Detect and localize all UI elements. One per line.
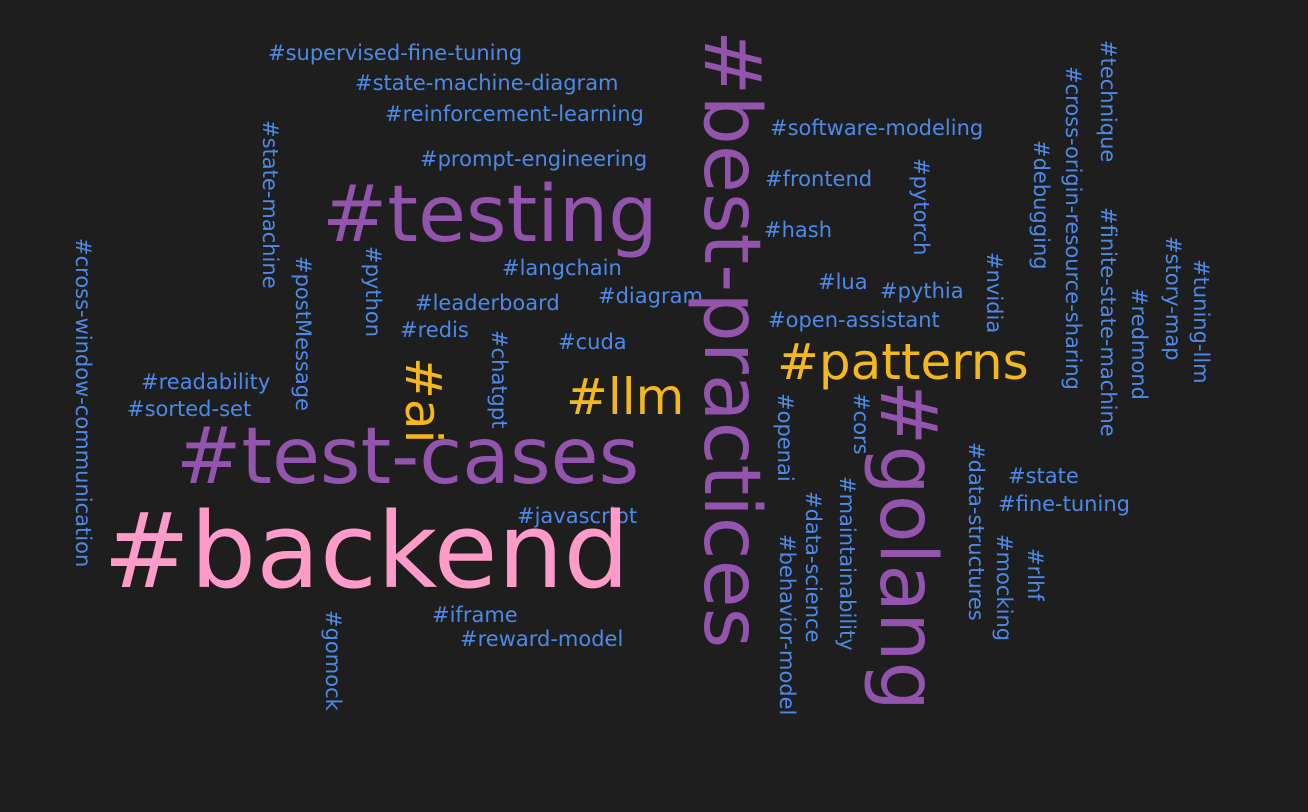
hashtag: #state-machine-diagram	[355, 71, 619, 95]
hashtag: #cross-window-communication	[71, 238, 95, 568]
hashtag: #tuning-llm	[1189, 259, 1213, 384]
hashtag: #cross-origin-resource-sharing	[1061, 66, 1085, 391]
hashtag: #openai	[773, 393, 797, 482]
hashtag: #diagram	[598, 284, 703, 308]
hashtag: #frontend	[765, 167, 873, 191]
hashtag: #rlhf	[1023, 548, 1047, 601]
hashtag: #iframe	[432, 603, 518, 627]
hashtag: #lua	[818, 270, 868, 294]
hashtag: #redis	[400, 318, 469, 342]
hashtag: #data-science	[801, 491, 825, 643]
hashtag: #reward-model	[460, 627, 624, 651]
hashtag: #leaderboard	[415, 291, 560, 315]
hashtag: #pytorch	[909, 158, 933, 256]
hashtag: #postMessage	[291, 256, 315, 411]
hashtag: #nvidia	[982, 252, 1006, 334]
hashtag: #fine-tuning	[998, 492, 1130, 516]
hashtag: #data-structures	[964, 442, 988, 621]
hashtag: #story-map	[1161, 236, 1185, 361]
hashtag: #testing	[322, 170, 658, 260]
hashtag: #langchain	[502, 256, 622, 280]
hashtag: #technique	[1096, 40, 1120, 163]
hashtag: #open-assistant	[768, 308, 940, 332]
hashtag: #javascript	[517, 504, 638, 528]
hashtag: #cuda	[558, 330, 627, 354]
hashtag: #readability	[141, 370, 271, 394]
hashtag: #hash	[764, 218, 833, 242]
hashtag: #behavior-model	[775, 534, 799, 716]
hashtag: #prompt-engineering	[420, 147, 648, 171]
hashtag: #gomock	[321, 610, 345, 711]
hashtag: #state	[1008, 464, 1079, 488]
hashtag: #finite-state-machine	[1096, 207, 1120, 437]
hashtag: #maintainability	[835, 476, 859, 651]
hashtag: #mocking	[992, 534, 1016, 642]
hashtag: #golang	[862, 380, 952, 712]
hashtag: #llm	[566, 368, 685, 426]
hashtag: #supervised-fine-tuning	[268, 41, 523, 65]
hashtag: #patterns	[777, 333, 1029, 391]
hashtag: #reinforcement-learning	[385, 102, 644, 126]
hashtag: #debugging	[1029, 140, 1053, 270]
hashtag: #test-cases	[176, 412, 640, 502]
hashtag: #software-modeling	[770, 116, 984, 140]
hashtag: #state-machine	[258, 120, 282, 289]
hashtag: #sorted-set	[127, 397, 252, 421]
hashtag: #redmond	[1127, 288, 1151, 400]
hashtag: #best-practices	[686, 30, 776, 649]
hashtag: #pythia	[880, 279, 964, 303]
hashtag: #backend	[103, 490, 630, 612]
